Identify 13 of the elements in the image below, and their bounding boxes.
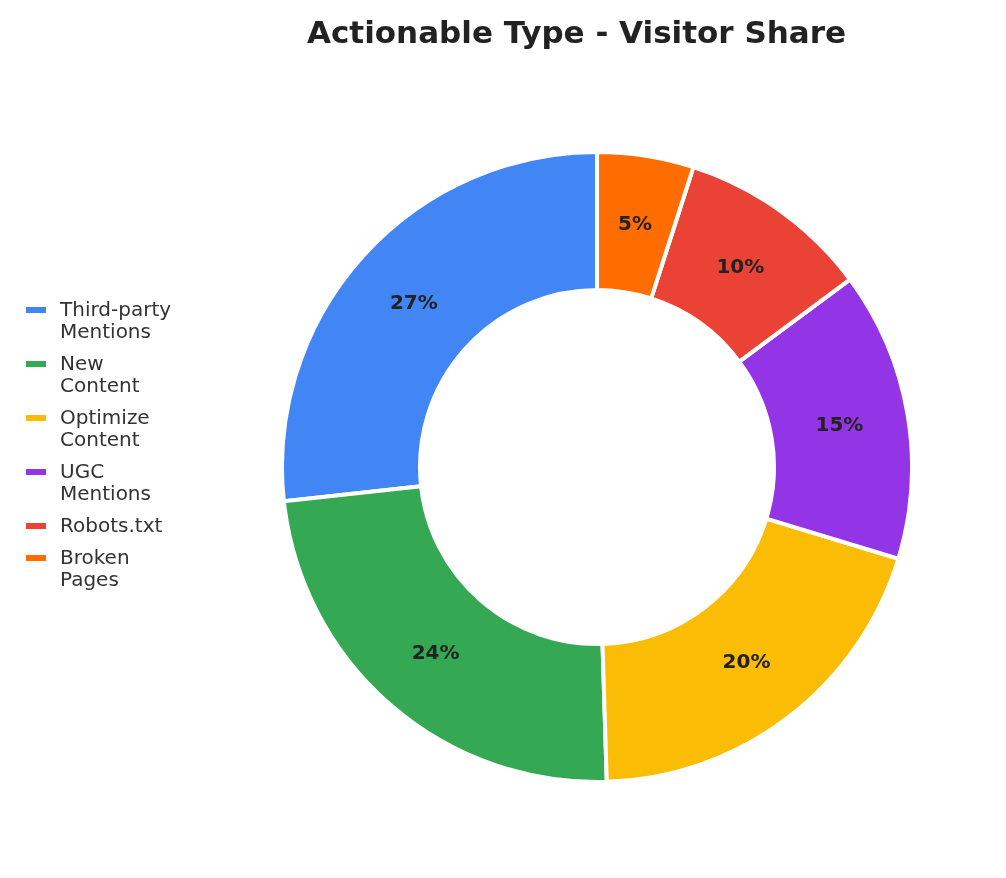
data-label: 27% (389, 289, 438, 314)
chart-title: Actionable Type - Visitor Share (307, 14, 847, 50)
legend-label: Third-party Mentions (59, 297, 172, 343)
legend-label: Optimize Content (60, 405, 150, 451)
data-label: 15% (815, 412, 864, 437)
data-label: 10% (716, 254, 765, 279)
legend-label: UGC Mentions (60, 459, 151, 505)
data-label: 5% (618, 210, 653, 235)
legend-label: New Content (60, 351, 140, 397)
legend-label: Robots.txt (60, 513, 163, 537)
data-label: 24% (411, 639, 460, 664)
legend-label: Broken Pages (60, 545, 130, 591)
data-label: 20% (722, 649, 771, 674)
